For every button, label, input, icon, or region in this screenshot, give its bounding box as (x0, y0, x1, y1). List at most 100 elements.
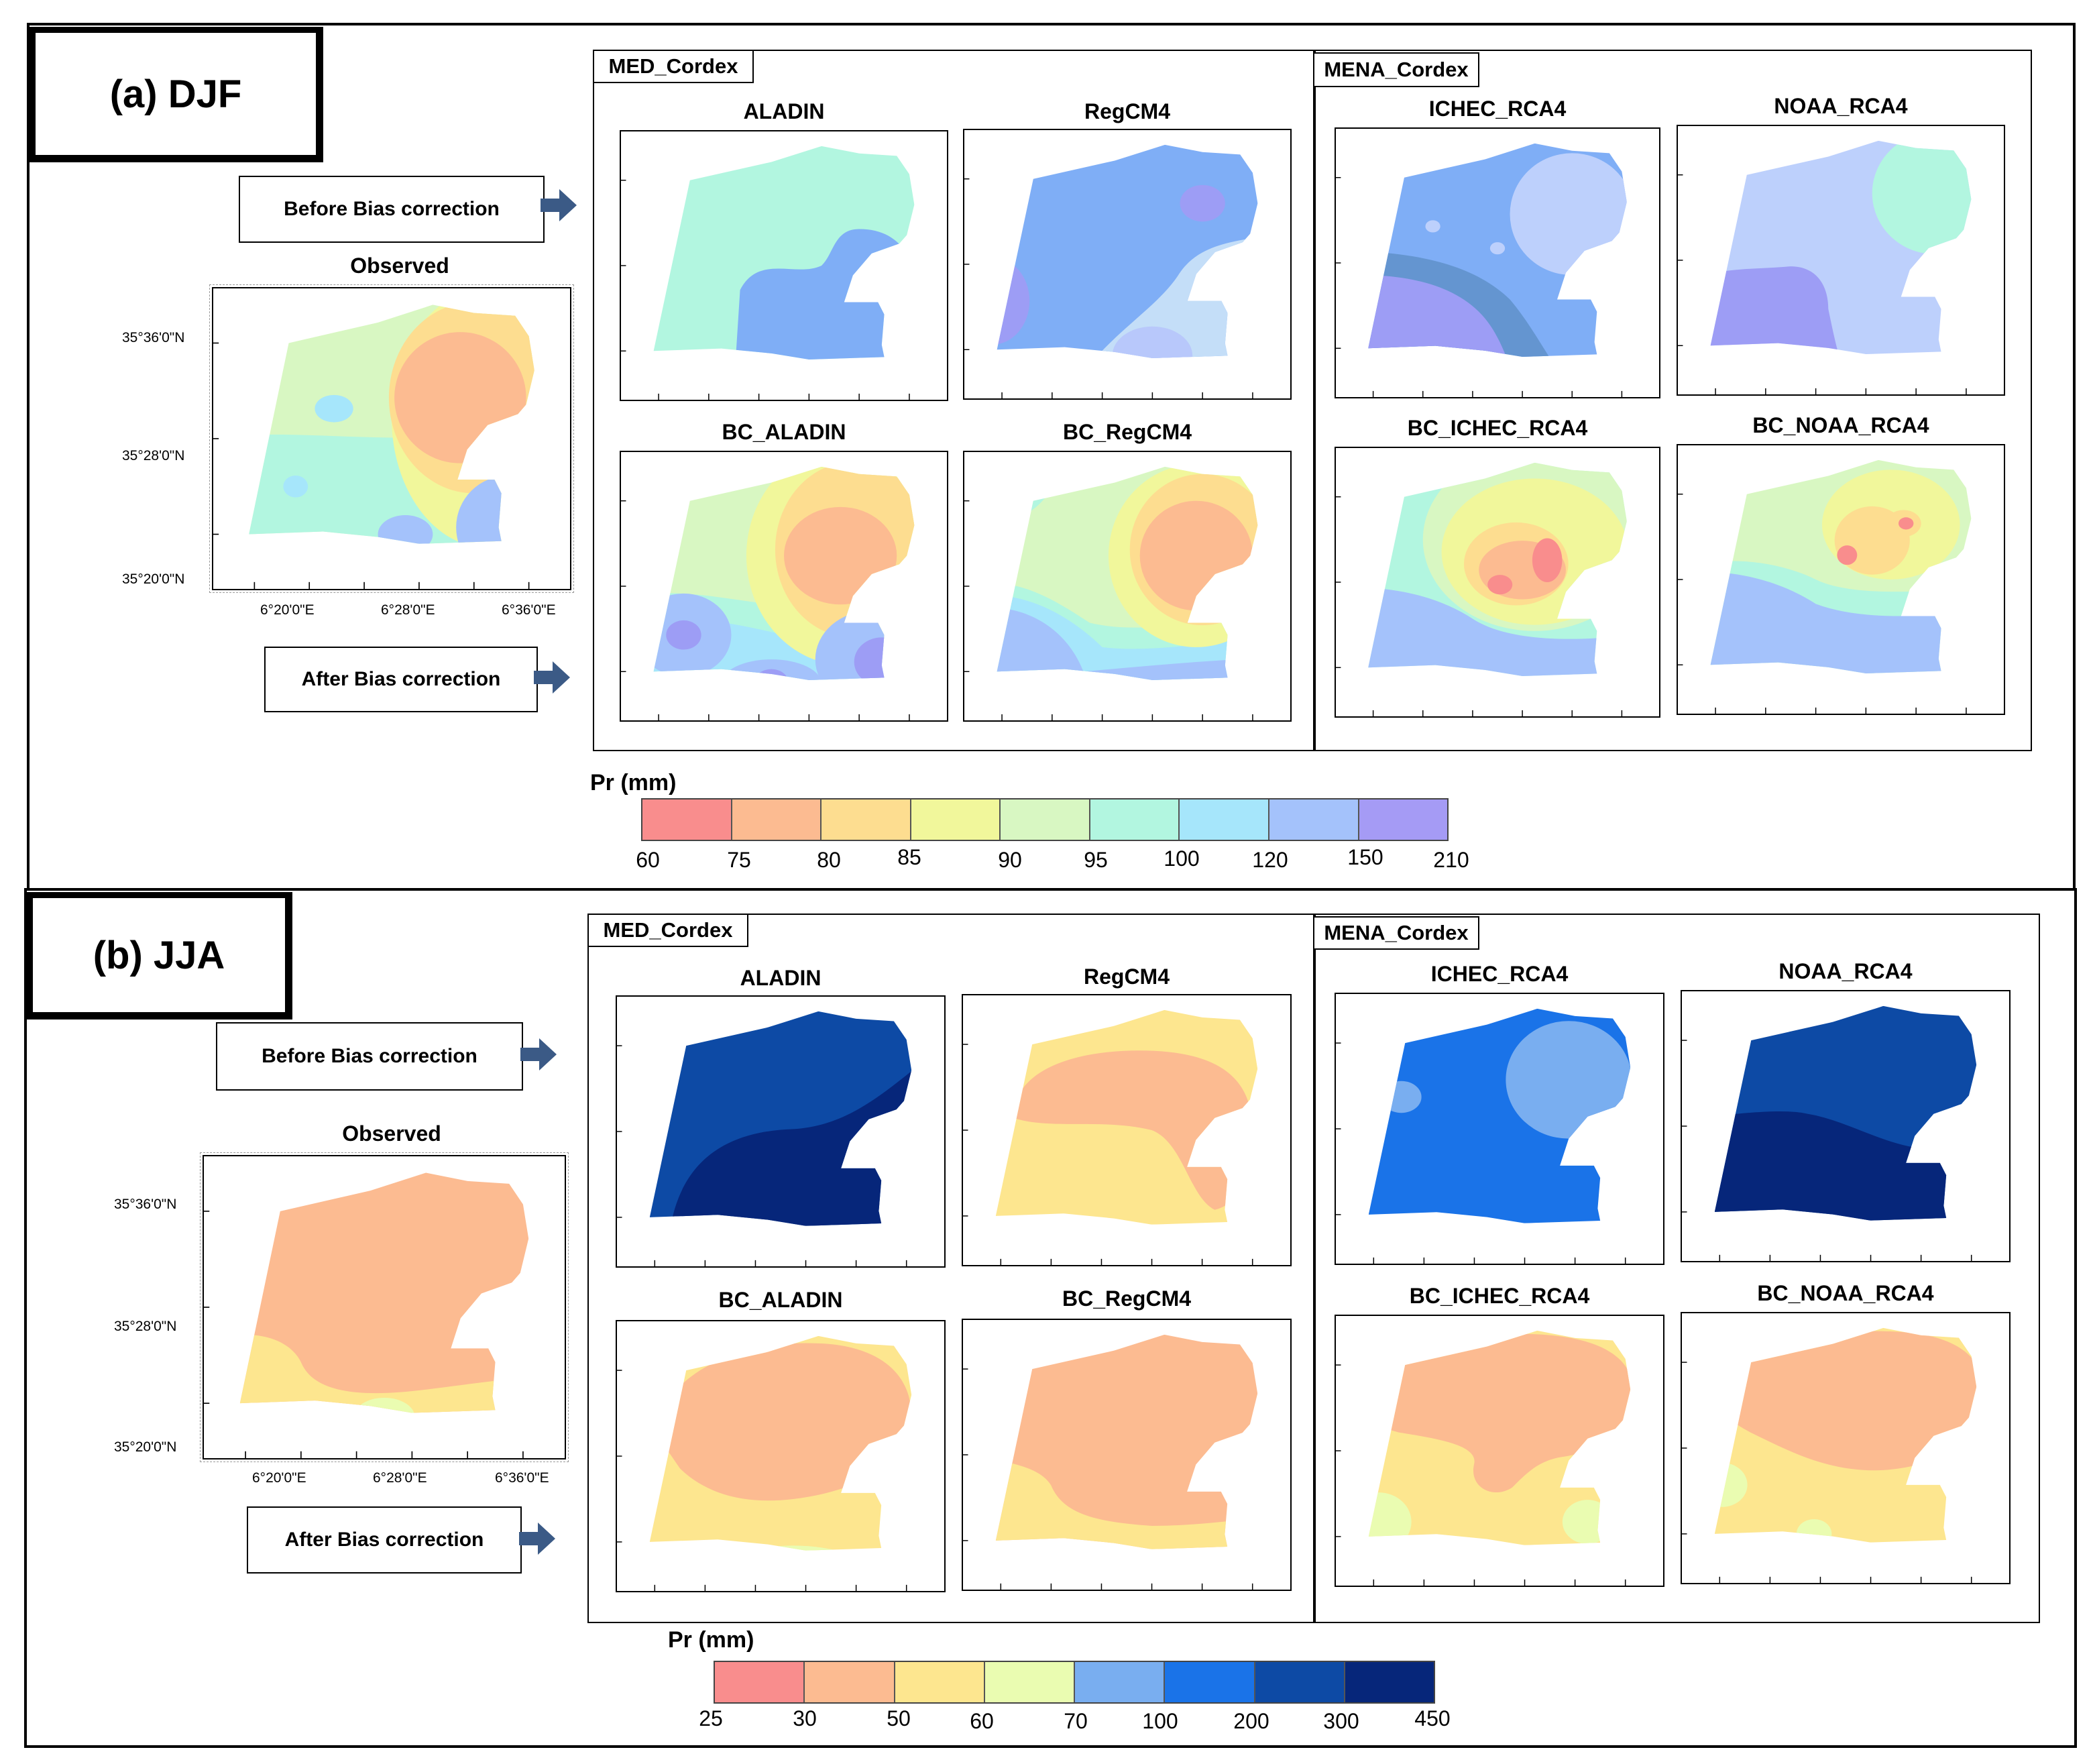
djf-legend-swatch-7 (1180, 800, 1269, 840)
jja-lat-tick-2: 35°28'0"N (114, 1319, 177, 1334)
djf-bc-aladin-title: BC_ALADIN (722, 420, 846, 444)
jja-legend-swatch-6 (1165, 1662, 1255, 1702)
djf-noaa-title: NOAA_RCA4 (1774, 94, 1908, 118)
djf-lon-tick-1: 6°20'0"E (260, 602, 315, 618)
djf-legend-tick-8: 120 (1252, 848, 1288, 872)
jja-aladin-title: ALADIN (740, 966, 822, 990)
jja-observed-title: Observed (342, 1121, 441, 1146)
djf-legend-tick-5: 90 (998, 848, 1022, 872)
djf-lat-tick-3: 35°20'0"N (122, 571, 185, 587)
djf-ichec-map (1335, 127, 1660, 398)
jja-legend-swatch-5 (1075, 1662, 1166, 1702)
jja-legend-bar (714, 1661, 1435, 1704)
djf-mena-cordex-tag: MENA_Cordex (1313, 52, 1479, 87)
jja-ichec-map (1335, 993, 1664, 1265)
djf-lat-tick-1: 35°36'0"N (122, 330, 185, 345)
djf-lat-tick-2: 35°28'0"N (122, 448, 185, 463)
djf-aladin-title: ALADIN (743, 99, 825, 123)
jja-aladin-map (616, 995, 946, 1268)
jja-legend-tick-4: 60 (970, 1709, 994, 1733)
jja-legend-swatch-7 (1255, 1662, 1345, 1702)
jja-legend-swatch-4 (984, 1662, 1075, 1702)
djf-after-arrow-icon (534, 661, 570, 694)
jja-observed-map (200, 1152, 569, 1462)
jja-bc-regcm4-map (962, 1319, 1292, 1591)
djf-before-arrow-icon (541, 189, 577, 221)
djf-bc-ichec-map (1335, 447, 1660, 718)
djf-legend-bar (641, 798, 1449, 841)
jja-regcm4-map (962, 994, 1292, 1266)
jja-lon-tick-1: 6°20'0"E (252, 1470, 306, 1486)
jja-bc-noaa-title: BC_NOAA_RCA4 (1757, 1281, 1934, 1305)
jja-after-arrow-icon (519, 1523, 555, 1555)
jja-after-bias-label: After Bias correction (247, 1506, 522, 1574)
jja-ichec-title: ICHEC_RCA4 (1430, 962, 1569, 986)
djf-bc-noaa-map (1677, 444, 2005, 715)
djf-bc-noaa-title: BC_NOAA_RCA4 (1752, 413, 1929, 437)
djf-noaa-map (1677, 125, 2005, 396)
djf-legend-tick-10: 210 (1433, 848, 1469, 872)
jja-med-cordex-group (587, 914, 1316, 1623)
jja-lon-tick-2: 6°28'0"E (373, 1470, 427, 1486)
djf-legend-tick-1: 60 (636, 848, 660, 872)
jja-legend-title: Pr (mm) (668, 1627, 754, 1653)
djf-mena-cordex-group (1313, 50, 2032, 751)
jja-regcm4-title: RegCM4 (1083, 964, 1170, 989)
jja-legend-swatch-3 (895, 1662, 985, 1702)
jja-before-bias-label: Before Bias correction (216, 1022, 523, 1091)
djf-legend-tick-3: 80 (817, 848, 841, 872)
jja-season-label: (b) JJA (27, 892, 292, 1019)
djf-season-label: (a) DJF (30, 27, 323, 162)
jja-bc-ichec-map (1335, 1315, 1664, 1587)
djf-legend-tick-2: 75 (727, 848, 751, 872)
djf-legend-swatch-8 (1269, 800, 1359, 840)
djf-legend-swatch-5 (1001, 800, 1090, 840)
jja-legend-tick-5: 70 (1064, 1709, 1088, 1733)
jja-legend-tick-7: 200 (1233, 1709, 1269, 1733)
jja-bc-noaa-map (1681, 1312, 2011, 1584)
jja-lat-tick-1: 35°36'0"N (114, 1197, 177, 1212)
jja-bc-regcm4-title: BC_RegCM4 (1062, 1286, 1192, 1311)
djf-legend-title: Pr (mm) (590, 770, 677, 795)
djf-before-bias-label: Before Bias correction (239, 176, 545, 243)
djf-med-cordex-group (593, 50, 1316, 751)
djf-legend-tick-7: 100 (1164, 846, 1200, 871)
jja-mena-cordex-tag: MENA_Cordex (1313, 916, 1479, 950)
djf-bc-aladin-map (620, 451, 948, 722)
djf-med-cordex-tag: MED_Cordex (593, 50, 754, 83)
djf-legend-tick-4: 85 (897, 845, 921, 869)
djf-observed-title: Observed (350, 254, 449, 278)
djf-regcm4-map (963, 129, 1292, 400)
djf-legend-swatch-3 (822, 800, 911, 840)
djf-legend-swatch-1 (642, 800, 732, 840)
jja-before-arrow-icon (520, 1038, 557, 1070)
djf-legend-swatch-6 (1090, 800, 1180, 840)
jja-bc-aladin-map (616, 1320, 946, 1592)
jja-med-cordex-tag: MED_Cordex (587, 914, 748, 947)
djf-regcm4-title: RegCM4 (1084, 99, 1170, 123)
jja-legend-swatch-8 (1345, 1662, 1434, 1702)
djf-bc-regcm4-map (963, 451, 1292, 722)
djf-bc-ichec-title: BC_ICHEC_RCA4 (1407, 416, 1588, 440)
djf-ichec-title: ICHEC_RCA4 (1428, 97, 1567, 121)
djf-legend-swatch-9 (1359, 800, 1448, 840)
djf-legend-swatch-2 (732, 800, 822, 840)
jja-legend-tick-3: 50 (887, 1706, 911, 1730)
djf-legend-swatch-4 (911, 800, 1001, 840)
djf-bc-regcm4-title: BC_RegCM4 (1062, 420, 1192, 444)
jja-legend-swatch-2 (805, 1662, 895, 1702)
jja-bc-aladin-title: BC_ALADIN (718, 1288, 843, 1312)
jja-legend-tick-1: 25 (699, 1706, 723, 1730)
jja-legend-tick-2: 30 (793, 1706, 817, 1730)
djf-legend-tick-6: 95 (1084, 848, 1108, 872)
jja-mena-cordex-group (1313, 914, 2040, 1623)
jja-bc-ichec-title: BC_ICHEC_RCA4 (1409, 1284, 1590, 1308)
jja-legend-tick-6: 100 (1142, 1709, 1178, 1733)
jja-legend-tick-9: 450 (1414, 1706, 1451, 1730)
jja-lon-tick-3: 6°36'0"E (495, 1470, 549, 1486)
djf-legend-tick-9: 150 (1347, 845, 1383, 869)
jja-noaa-title: NOAA_RCA4 (1778, 959, 1913, 983)
jja-lat-tick-3: 35°20'0"N (114, 1439, 177, 1455)
djf-aladin-map (620, 130, 948, 401)
jja-legend-swatch-1 (715, 1662, 805, 1702)
